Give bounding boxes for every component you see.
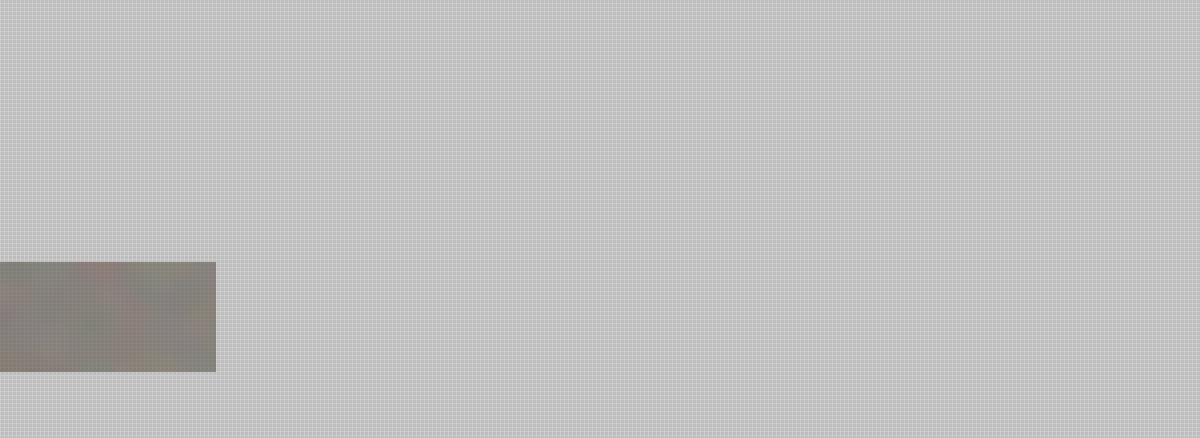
Text: CREATING: CREATING — [565, 251, 665, 269]
FancyBboxPatch shape — [229, 241, 1001, 279]
Text: To determine the mechanism of reaction, all possible mechanisms are considered; : To determine the mechanism of reaction, … — [239, 174, 1200, 193]
Text: progress of the reaction. There are several ways of doing this, depending on the: progress of the reaction. There are seve… — [239, 120, 1195, 139]
Text: 1.: 1. — [239, 347, 258, 365]
Text: with the experimentally determined rate law is the correct one.: with the experimentally determined rate … — [239, 218, 914, 237]
Text: Given the rate determining step in a reaction, write the rate law for that react: Given the rate determining step in a rea… — [313, 347, 1147, 365]
Text: To determine the rate of a reaction experimentally, it is necessary to have some: To determine the rate of a reaction expe… — [239, 76, 1200, 95]
